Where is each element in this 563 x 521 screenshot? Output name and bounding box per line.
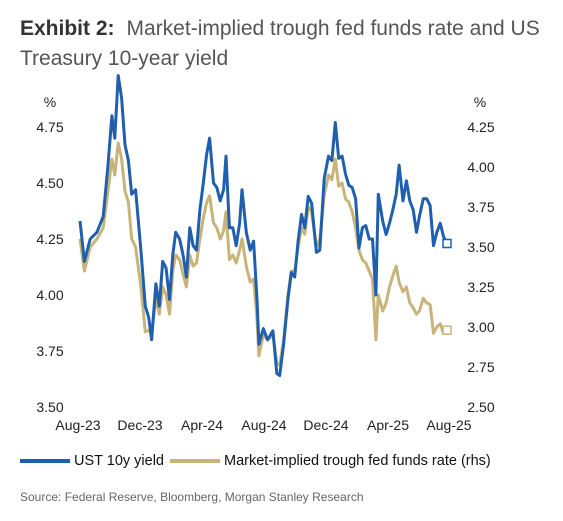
x-tick-label: Aug-24 (241, 417, 286, 433)
left-tick-label: 4.00 (36, 287, 63, 303)
legend: UST 10y yield Market-implied trough fed … (20, 450, 550, 472)
x-axis: Aug-23 Dec-23 Apr-24 Aug-24 Dec-24 Apr-25 Aug-… (55, 417, 471, 433)
series-layer (78, 74, 452, 378)
right-tick-label: 3.75 (467, 199, 494, 215)
exhibit-label: Exhibit 2: (20, 17, 115, 40)
x-tick-label: Dec-23 (117, 417, 162, 433)
legend-label-trough-rate: Market-implied trough fed funds rate (rh… (224, 453, 491, 469)
right-axis-unit: % (474, 94, 486, 110)
x-tick-label: Dec-24 (303, 417, 348, 433)
right-tick-label: 3.25 (467, 279, 494, 295)
legend-swatch-ust10y (20, 459, 70, 463)
x-tick-label: Apr-24 (181, 417, 223, 433)
legend-label-ust10y: UST 10y yield (74, 453, 164, 469)
left-tick-label: 4.25 (36, 231, 63, 247)
end-marker-trough-rate (442, 325, 452, 335)
title-text: Market-implied trough fed funds rate and… (20, 17, 540, 70)
right-tick-label: 3.00 (467, 319, 494, 335)
left-axis: 3.50 3.75 4.00 4.25 4.50 4.75 (36, 119, 63, 415)
x-tick-label: Apr-25 (367, 417, 409, 433)
right-tick-label: 2.75 (467, 359, 494, 375)
x-tick-label: Aug-23 (55, 417, 100, 433)
x-tick-label: Aug-25 (426, 417, 471, 433)
left-tick-label: 4.50 (36, 175, 63, 191)
left-tick-label: 3.75 (36, 343, 63, 359)
right-tick-label: 2.50 (467, 399, 494, 415)
right-tick-label: 4.00 (467, 159, 494, 175)
legend-swatch-trough-rate (170, 459, 220, 463)
right-axis: 2.50 2.75 3.00 3.25 3.50 3.75 4.00 4.25 (467, 119, 494, 415)
end-marker-ust10y (442, 238, 452, 249)
series-line-ust10y (78, 74, 449, 378)
left-tick-label: 3.50 (36, 399, 63, 415)
chart-title: Exhibit 2: Market-implied trough fed fund… (20, 14, 550, 74)
left-axis-unit: % (44, 94, 56, 110)
right-tick-label: 4.25 (467, 119, 494, 135)
left-tick-label: 4.75 (36, 119, 63, 135)
right-tick-label: 3.50 (467, 239, 494, 255)
source-note: Source: Federal Reserve, Bloomberg, Morg… (20, 490, 364, 504)
